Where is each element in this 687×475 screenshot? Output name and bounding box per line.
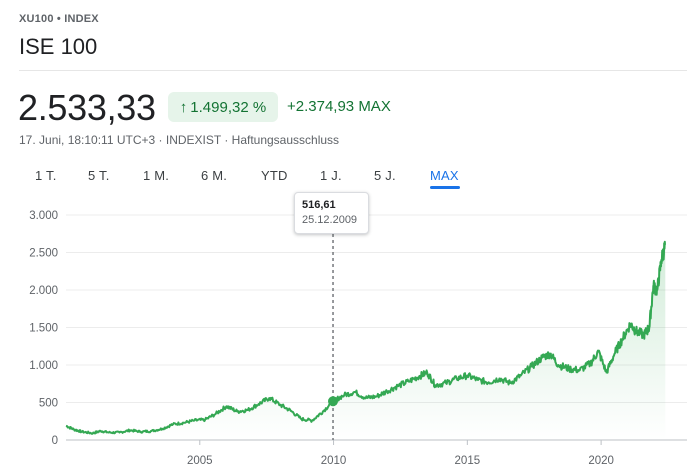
y-tick-label: 1.000 bbox=[29, 360, 58, 372]
y-tick-label: 500 bbox=[39, 398, 58, 410]
range-tabs: 1 T. 5 T. 1 M. 6 M. YTD 1 J. 5 J. MAX bbox=[0, 168, 687, 189]
tab-ytd[interactable]: YTD bbox=[261, 168, 288, 183]
active-tab-indicator bbox=[430, 186, 460, 189]
highlight-point bbox=[328, 396, 339, 407]
price-tooltip: 516,61 25.12.2009 bbox=[294, 192, 369, 234]
percent-change-badge: ↑ 1.499,32 % bbox=[168, 92, 278, 122]
tooltip-date: 25.12.2009 bbox=[302, 214, 358, 226]
arrow-up-icon: ↑ bbox=[179, 98, 188, 116]
percent-change-value: 1.499,32 % bbox=[190, 98, 267, 116]
tab-max[interactable]: MAX bbox=[430, 168, 459, 183]
y-tick-label: 2.000 bbox=[29, 285, 58, 297]
y-tick-label: 0 bbox=[52, 435, 58, 447]
series-area bbox=[66, 241, 666, 440]
x-tick-label: 2010 bbox=[321, 455, 347, 467]
tab-5-years[interactable]: 5 J. bbox=[374, 168, 396, 183]
quote-meta: 17. Juni, 18:10:11 UTC+3 · INDEXIST · Ha… bbox=[19, 133, 340, 147]
index-name: ISE 100 bbox=[19, 34, 98, 59]
x-tick-label: 2005 bbox=[187, 455, 213, 467]
current-price: 2.533,33 bbox=[18, 87, 156, 128]
tab-6-months[interactable]: 6 M. bbox=[201, 168, 228, 183]
x-tick-label: 2015 bbox=[455, 455, 481, 467]
series-line bbox=[65, 240, 666, 435]
x-tick-label: 2020 bbox=[588, 455, 614, 467]
tab-5-days[interactable]: 5 T. bbox=[88, 168, 110, 183]
ticker-symbol: XU100 • INDEX bbox=[19, 13, 99, 25]
tab-1-month[interactable]: 1 M. bbox=[143, 168, 170, 183]
y-tick-label: 2.500 bbox=[29, 248, 58, 260]
y-tick-label: 3.000 bbox=[29, 210, 58, 222]
tooltip-value: 516,61 bbox=[302, 199, 336, 211]
tab-1-year[interactable]: 1 J. bbox=[320, 168, 342, 183]
y-tick-label: 1.500 bbox=[29, 323, 58, 335]
header-divider bbox=[19, 70, 687, 71]
absolute-change: +2.374,93 MAX bbox=[287, 98, 391, 115]
tab-1-day[interactable]: 1 T. bbox=[35, 168, 57, 183]
